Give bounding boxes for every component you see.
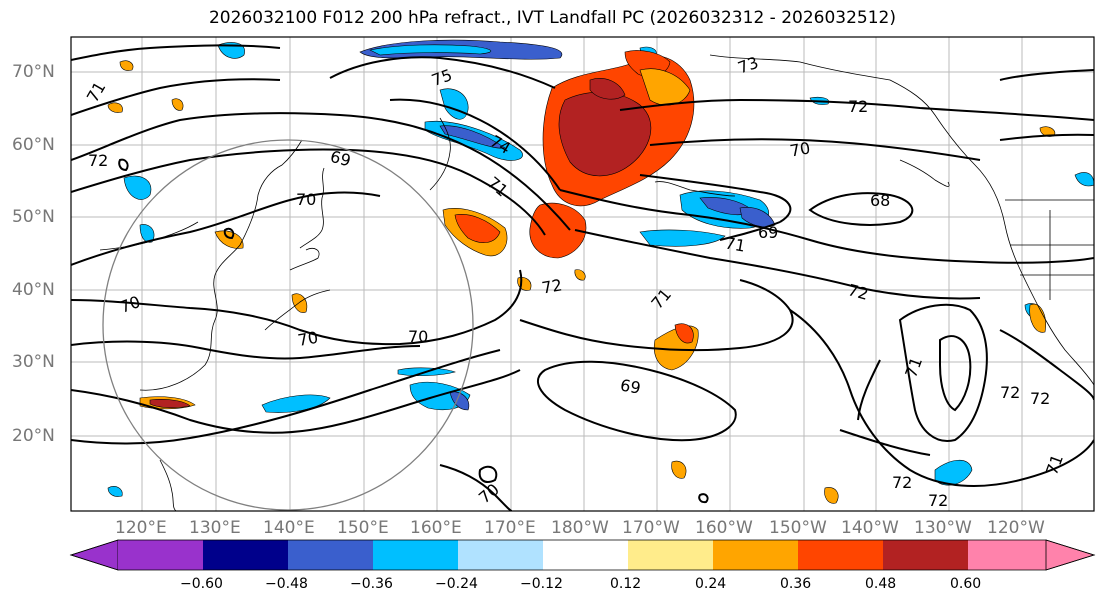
lon-label: 140°W: [841, 518, 899, 538]
colorbar-bin: [373, 540, 458, 570]
lat-label: 60°N: [12, 135, 55, 155]
contour-label: 70: [296, 190, 316, 209]
contour-label: 72: [1000, 383, 1020, 402]
contour-label: 71: [724, 233, 747, 255]
contour-label: 72: [1030, 389, 1050, 408]
lat-label: 40°N: [12, 280, 55, 300]
colorbar-tick-label: 0.36: [780, 576, 812, 592]
lon-label: 160°W: [695, 518, 753, 538]
colorbar: [69, 539, 1096, 571]
lat-label: 20°N: [12, 426, 55, 446]
colorbar-extend-high: [1045, 539, 1096, 571]
colorbar-bin: [628, 540, 713, 570]
colorbar-bin: [713, 540, 798, 570]
map-frame: [70, 36, 1095, 512]
colorbar-bin: [968, 540, 1046, 570]
lon-label: 170°E: [484, 518, 536, 538]
colorbar-outline: [69, 539, 1096, 571]
colorbar-bin: [798, 540, 883, 570]
colorbar-bin: [288, 540, 373, 570]
contour-label: 69: [619, 375, 642, 397]
contour-label: 72: [928, 491, 948, 510]
colorbar-tick-label: 0.60: [950, 576, 982, 592]
region-circle: [102, 139, 474, 511]
colorbar-tick-label: −0.24: [435, 576, 478, 592]
colorbar-tick-label: −0.48: [265, 576, 308, 592]
colorbar-bin: [458, 540, 543, 570]
colorbar-bin: [543, 540, 628, 570]
contour-label: 72: [848, 97, 868, 116]
contour-label: 70: [296, 328, 319, 350]
colorbar-bin: [118, 540, 203, 570]
lon-label: 170°W: [622, 518, 680, 538]
lon-label: 150°E: [337, 518, 389, 538]
refractivity-contours: [71, 44, 1094, 511]
coastlines: [99, 54, 1094, 511]
colorbar-tick-label: 0.24: [695, 576, 727, 592]
lon-label: 120°E: [115, 518, 167, 538]
lon-label: 130°E: [189, 518, 241, 538]
contour-label: 72: [846, 280, 871, 304]
contour-label: 69: [328, 147, 353, 171]
lat-label: 70°N: [12, 62, 55, 82]
lon-label: 160°E: [410, 518, 462, 538]
lon-label: 150°W: [769, 518, 827, 538]
lon-label: 180°W: [551, 518, 609, 538]
lat-label: 30°N: [12, 352, 55, 372]
contour-label: 72: [540, 275, 563, 297]
lon-label: 140°E: [263, 518, 315, 538]
contour-label: 69: [758, 223, 778, 242]
map-title: 2026032100 F012 200 hPa refract., IVT La…: [208, 8, 896, 28]
colorbar-tick-label: 0.12: [610, 576, 642, 592]
contour-label: 72: [88, 151, 108, 170]
lon-label: 120°W: [987, 518, 1045, 538]
lat-label: 50°N: [12, 207, 55, 227]
colorbar-tick-label: −0.12: [520, 576, 563, 592]
colorbar-extend-low: [69, 539, 119, 571]
contour-label: 72: [892, 473, 912, 492]
lon-label: 130°W: [914, 518, 972, 538]
colorbar-bin: [203, 540, 288, 570]
colorbar-tick-label: −0.36: [350, 576, 393, 592]
colorbar-tick-label: 0.48: [865, 576, 897, 592]
contour-label: 70: [408, 327, 428, 346]
contour-label: 70: [788, 138, 811, 160]
contour-label: 68: [870, 191, 890, 210]
colorbar-bin: [883, 540, 968, 570]
positive-anomaly-fills: [107, 50, 1056, 504]
colorbar-tick-label: −0.60: [180, 576, 223, 592]
